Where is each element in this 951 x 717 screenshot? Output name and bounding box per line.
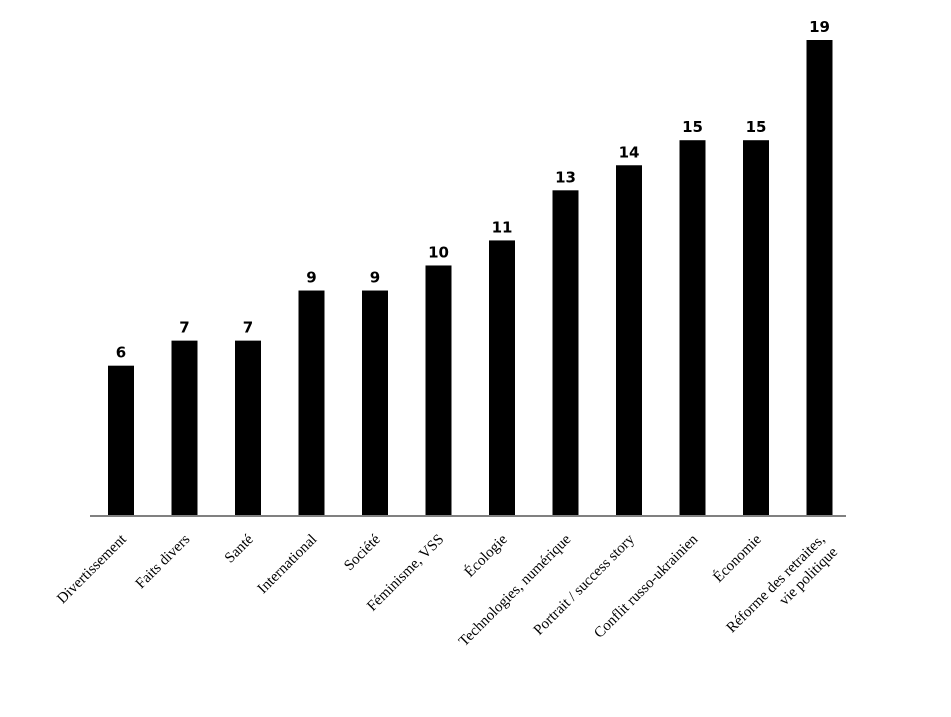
bar-0 xyxy=(108,365,134,516)
bar-11 xyxy=(806,40,833,516)
value-label-11: 19 xyxy=(809,18,830,36)
category-label-line: Conflit russo-ukrainien xyxy=(591,531,701,641)
value-label-7: 13 xyxy=(555,168,576,186)
category-label-line: Divertissement xyxy=(54,531,130,607)
bars-group xyxy=(108,40,833,517)
bar-9 xyxy=(679,140,706,517)
bar-8 xyxy=(616,165,642,516)
category-label-0: Divertissement xyxy=(54,531,130,607)
value-label-2: 7 xyxy=(243,319,253,337)
category-labels-group: Divertissement Faits divers SantéInternati… xyxy=(54,531,841,650)
value-label-5: 10 xyxy=(428,243,449,261)
bar-6 xyxy=(489,240,515,516)
value-labels-group: 6 7 7 9 9 10 11 13 14 15 15 19 xyxy=(116,18,830,362)
category-label-6: Écologie xyxy=(461,531,511,581)
value-label-8: 14 xyxy=(619,143,640,161)
category-label-line: Technologies, numérique xyxy=(456,531,575,650)
category-label-7: Technologies, numérique xyxy=(456,531,575,650)
category-label-4: Société xyxy=(341,531,384,574)
bar-4 xyxy=(362,290,388,516)
category-label-3: International xyxy=(255,532,321,598)
category-label-2: Santé xyxy=(222,531,257,566)
category-label-9: Conflit russo-ukrainien xyxy=(591,531,701,641)
value-label-9: 15 xyxy=(682,118,703,136)
category-label-line: Santé xyxy=(222,531,257,566)
value-label-4: 9 xyxy=(370,269,380,287)
value-label-0: 6 xyxy=(116,344,126,362)
bar-1 xyxy=(171,340,198,516)
bar-3 xyxy=(298,290,325,516)
bar-2 xyxy=(235,340,261,516)
value-label-3: 9 xyxy=(306,269,316,287)
value-label-6: 11 xyxy=(492,218,513,236)
category-label-10: Économie xyxy=(710,531,765,586)
category-label-1: Faits divers xyxy=(133,531,194,592)
bar-5 xyxy=(425,265,452,516)
bar-7 xyxy=(552,190,579,516)
value-label-10: 15 xyxy=(746,118,767,136)
category-label-line: Faits divers xyxy=(133,531,194,592)
category-label-line: International xyxy=(255,532,321,598)
bar-10 xyxy=(743,140,769,517)
category-label-line: Économie xyxy=(710,531,765,586)
category-label-line: Société xyxy=(341,531,384,574)
category-label-line: Écologie xyxy=(461,531,511,581)
value-label-1: 7 xyxy=(179,319,189,337)
